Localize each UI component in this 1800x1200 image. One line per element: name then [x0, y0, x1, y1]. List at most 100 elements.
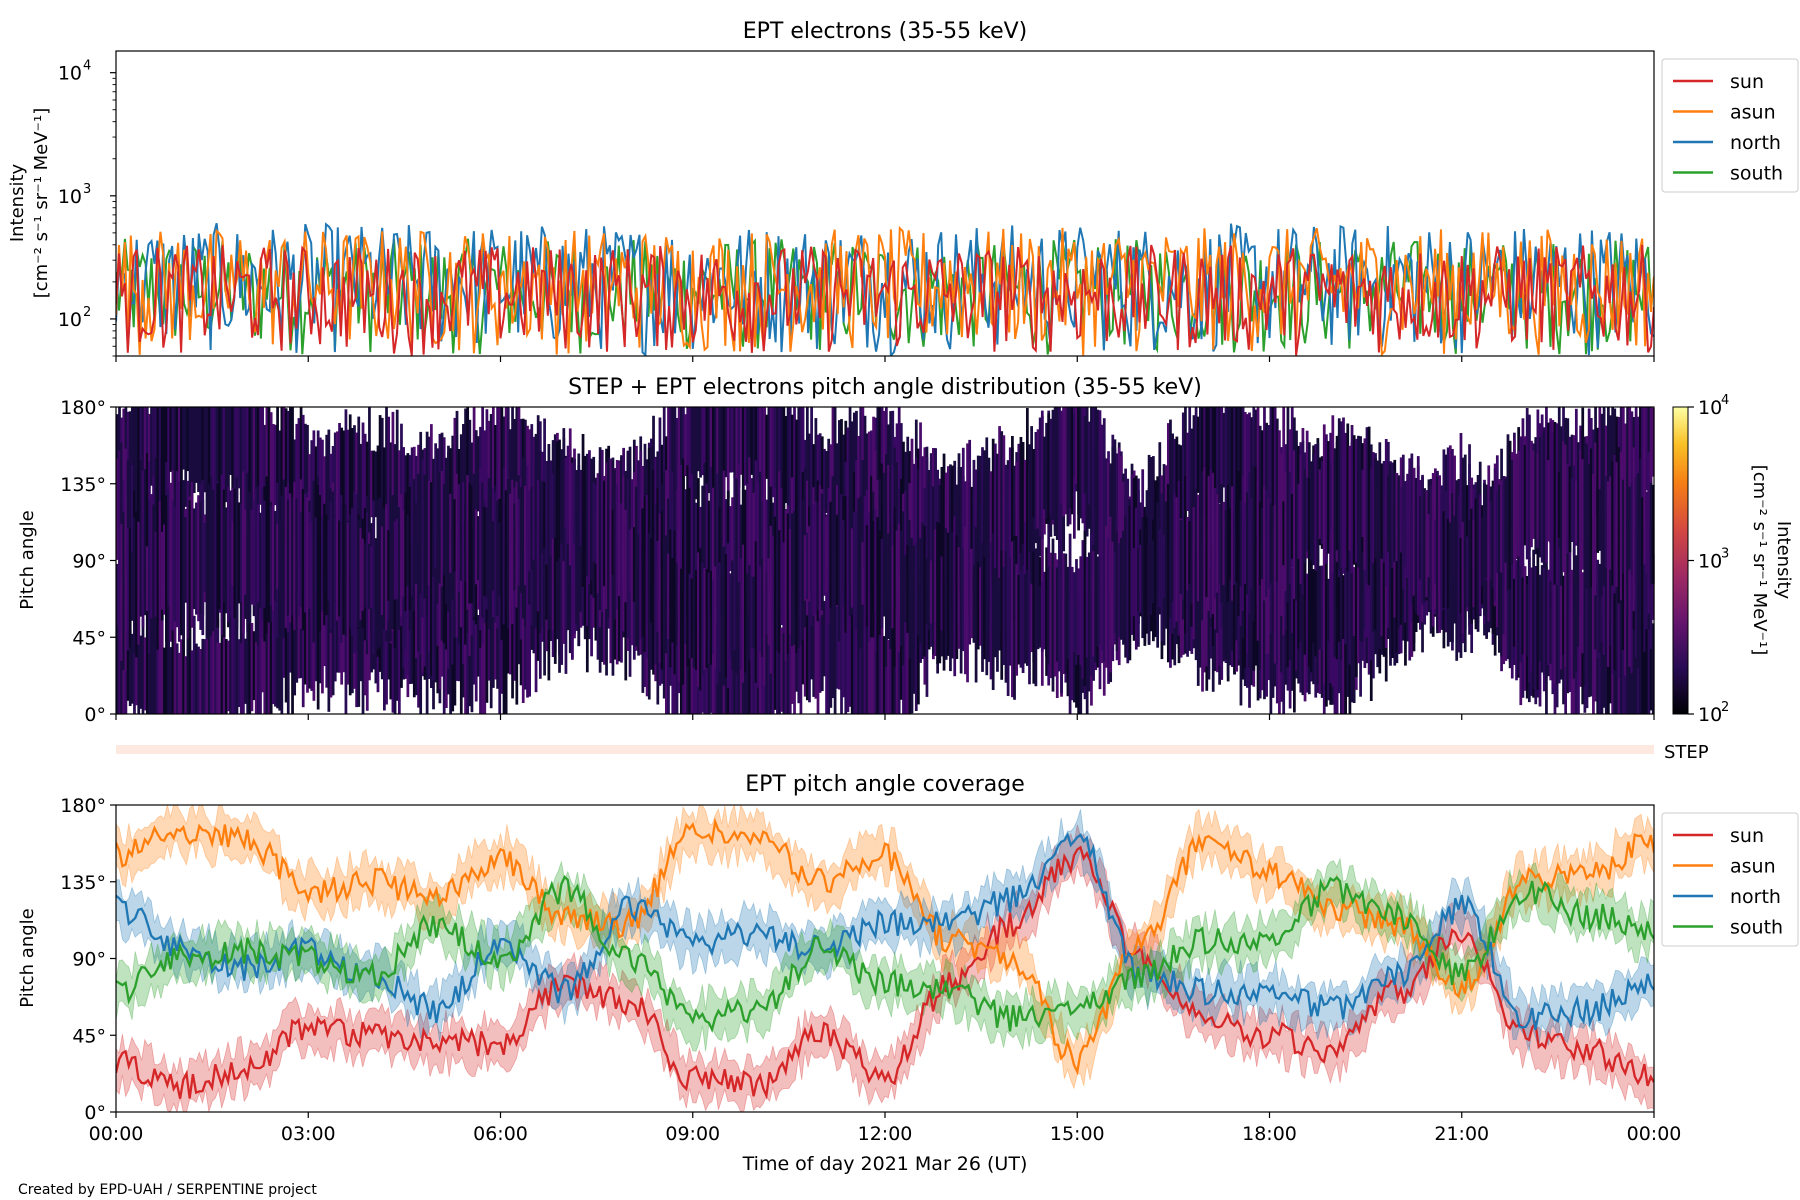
pad-cell: [1228, 507, 1232, 580]
pad-cell: [748, 565, 752, 661]
step-strip: STEP: [116, 742, 1709, 763]
pad-cell: [327, 429, 331, 550]
pad-cell: [776, 599, 779, 714]
pad-cell: [726, 490, 730, 587]
pad-cell: [541, 523, 544, 629]
pad-cell: [383, 508, 386, 630]
pad-cell: [1594, 442, 1597, 596]
pad-cell: [739, 504, 743, 570]
pad-cell: [252, 407, 256, 514]
pad-cell: [746, 483, 749, 590]
pad-cell: [1004, 464, 1008, 544]
pad-cell: [1169, 419, 1172, 579]
pad-cell: [701, 649, 705, 713]
pad-cell: [1310, 538, 1313, 673]
pad-cell: [502, 567, 506, 714]
pad-cell: [457, 610, 461, 682]
pad-cell: [506, 407, 510, 523]
pad-cell: [1282, 501, 1286, 566]
pad-cell: [459, 546, 463, 628]
pad-cell: [1203, 407, 1207, 509]
pad-cell: [511, 493, 514, 605]
coverage-y-label: Pitch angle: [17, 908, 38, 1007]
pad-cell: [239, 407, 243, 495]
pad-cell: [761, 407, 764, 525]
pad-cell: [748, 457, 752, 615]
pad-cell: [1429, 485, 1433, 610]
pad-cell: [397, 450, 401, 531]
pad-cell: [289, 407, 292, 558]
pad-cell: [186, 480, 190, 639]
pad-cell: [303, 423, 307, 554]
pad-cell: [1583, 539, 1587, 687]
pad-cell: [462, 481, 465, 599]
pad-cell: [983, 557, 986, 660]
pad-cell: [1226, 484, 1230, 603]
pad-cell: [880, 463, 884, 593]
pad-cell: [440, 471, 444, 587]
pad-cell: [594, 547, 598, 641]
pad-cell: [278, 586, 282, 711]
pad-cell: [1318, 606, 1322, 694]
pad-cell: [1320, 565, 1324, 651]
pad-cell: [299, 590, 303, 679]
pad-cell: [694, 570, 698, 670]
pad-cell: [904, 576, 907, 714]
pad-cell: [1305, 477, 1309, 552]
pad-cell: [643, 496, 647, 652]
pad-cell: [684, 592, 687, 714]
pad-cell: [427, 562, 431, 652]
pad-cell: [169, 407, 173, 472]
coverage-panel-title: EPT pitch angle coverage: [745, 772, 1025, 797]
pad-cell: [321, 516, 324, 612]
pad-cell: [741, 489, 745, 585]
pad-cell: [344, 409, 348, 566]
pad-cell: [468, 419, 472, 540]
pad-cell: [276, 523, 279, 589]
pad-cell: [1241, 475, 1245, 611]
pad-cell: [823, 448, 826, 517]
pad-cell: [891, 464, 895, 589]
pad-cell: [1549, 422, 1553, 582]
colorbar-tick-exp: 2: [1721, 700, 1729, 715]
pad-cell: [491, 521, 495, 591]
pad-cell: [1615, 526, 1619, 677]
pad-cell: [491, 407, 495, 540]
pad-cell: [244, 407, 247, 514]
pad-cell: [846, 427, 850, 520]
pad-cell: [707, 641, 711, 714]
pad-cell: [453, 417, 457, 561]
pad-cell: [1273, 504, 1277, 576]
pad-cell: [464, 408, 467, 557]
pad-cell: [141, 470, 145, 583]
intensity-y-tick-exp: 2: [83, 305, 91, 320]
pad-cell: [126, 459, 130, 574]
pad-cell: [267, 407, 271, 542]
pad-cell: [370, 450, 373, 518]
pad-cell: [1596, 427, 1600, 516]
pad-cell: [1609, 476, 1612, 570]
pad-cell: [996, 453, 999, 562]
pad-cell: [846, 596, 850, 713]
pad-cell: [143, 469, 147, 587]
pad-cell: [128, 528, 132, 648]
pad-cell: [1329, 538, 1333, 683]
pad-cell: [1068, 407, 1072, 509]
pad-cell: [1102, 533, 1106, 663]
pad-cell: [788, 528, 792, 635]
pad-cell: [1641, 549, 1644, 634]
pad-cell: [1066, 566, 1070, 660]
pad-cell: [536, 533, 540, 612]
pad-cell: [1500, 480, 1503, 573]
pad-cell: [1098, 556, 1102, 645]
pad-cell: [684, 414, 687, 477]
pad-cell: [521, 548, 525, 703]
pad-cell: [647, 532, 651, 624]
pad-cell: [1263, 486, 1266, 601]
pad-cell: [908, 520, 912, 659]
pad-cell: [1510, 460, 1514, 565]
pad-cell: [165, 611, 168, 714]
pad-cell: [1621, 407, 1625, 540]
pad-cell: [889, 411, 893, 517]
pad-cell: [1053, 553, 1057, 677]
